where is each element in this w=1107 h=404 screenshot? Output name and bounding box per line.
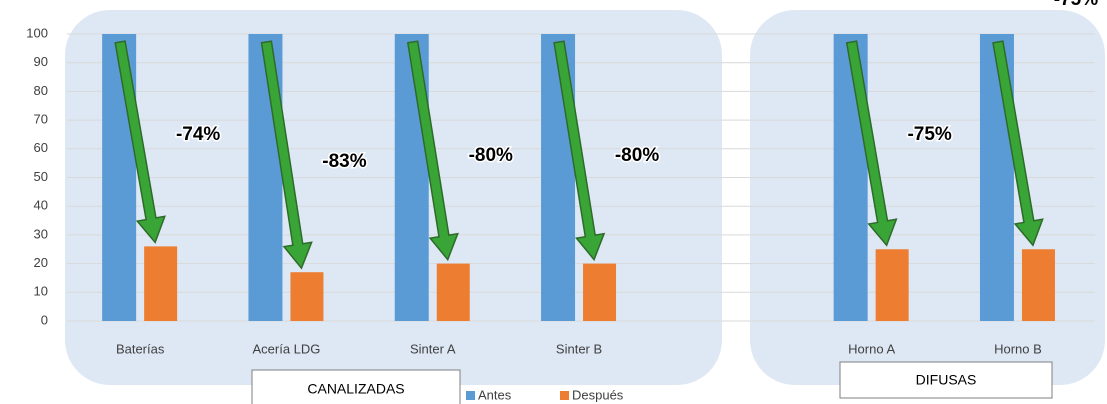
legend-label: Antes xyxy=(478,387,512,402)
group-box xyxy=(839,361,1053,399)
group-label: DIFUSAS xyxy=(916,372,977,388)
annotation: -80% xyxy=(615,145,659,166)
x-tick-label: Horno A xyxy=(848,341,895,356)
annotation: -83% xyxy=(322,151,366,172)
group-box xyxy=(251,369,461,404)
annotation: -74% xyxy=(176,124,220,145)
bar xyxy=(290,272,324,321)
group-label: CANALIZADAS xyxy=(307,381,404,397)
panel xyxy=(750,10,1105,385)
arrow xyxy=(845,40,898,247)
annotation: -75% xyxy=(907,124,951,145)
bar xyxy=(1021,249,1055,321)
arrow xyxy=(114,40,166,244)
legend-swatch xyxy=(560,391,569,400)
bar xyxy=(583,263,617,321)
bar xyxy=(436,263,470,321)
y-tick-label: 50 xyxy=(34,169,48,184)
arrow xyxy=(260,40,313,270)
y-tick-label: 60 xyxy=(34,140,48,155)
x-tick-label: Acería LDG xyxy=(252,341,320,356)
legend-label: Después xyxy=(572,387,624,402)
x-tick-label: Baterías xyxy=(116,341,165,356)
annotation: -75% xyxy=(1054,0,1098,10)
y-tick-label: 20 xyxy=(34,255,48,270)
annotation: -80% xyxy=(469,145,513,166)
bar xyxy=(144,246,178,321)
y-tick-label: 100 xyxy=(26,25,48,40)
bar xyxy=(875,249,909,321)
y-tick-label: 90 xyxy=(34,54,48,69)
x-tick-label: Sinter A xyxy=(410,341,456,356)
arrow xyxy=(406,40,459,262)
y-tick-label: 30 xyxy=(34,226,48,241)
y-tick-label: 70 xyxy=(34,112,48,127)
x-tick-label: Horno B xyxy=(994,341,1042,356)
y-tick-label: 10 xyxy=(34,284,48,299)
legend-swatch xyxy=(466,391,475,400)
arrow xyxy=(553,40,606,262)
y-tick-label: 80 xyxy=(34,83,48,98)
arrow xyxy=(992,40,1044,247)
x-tick-label: Sinter B xyxy=(556,341,602,356)
y-tick-label: 40 xyxy=(34,198,48,213)
panel xyxy=(65,10,722,385)
y-tick-label: 0 xyxy=(41,312,48,327)
